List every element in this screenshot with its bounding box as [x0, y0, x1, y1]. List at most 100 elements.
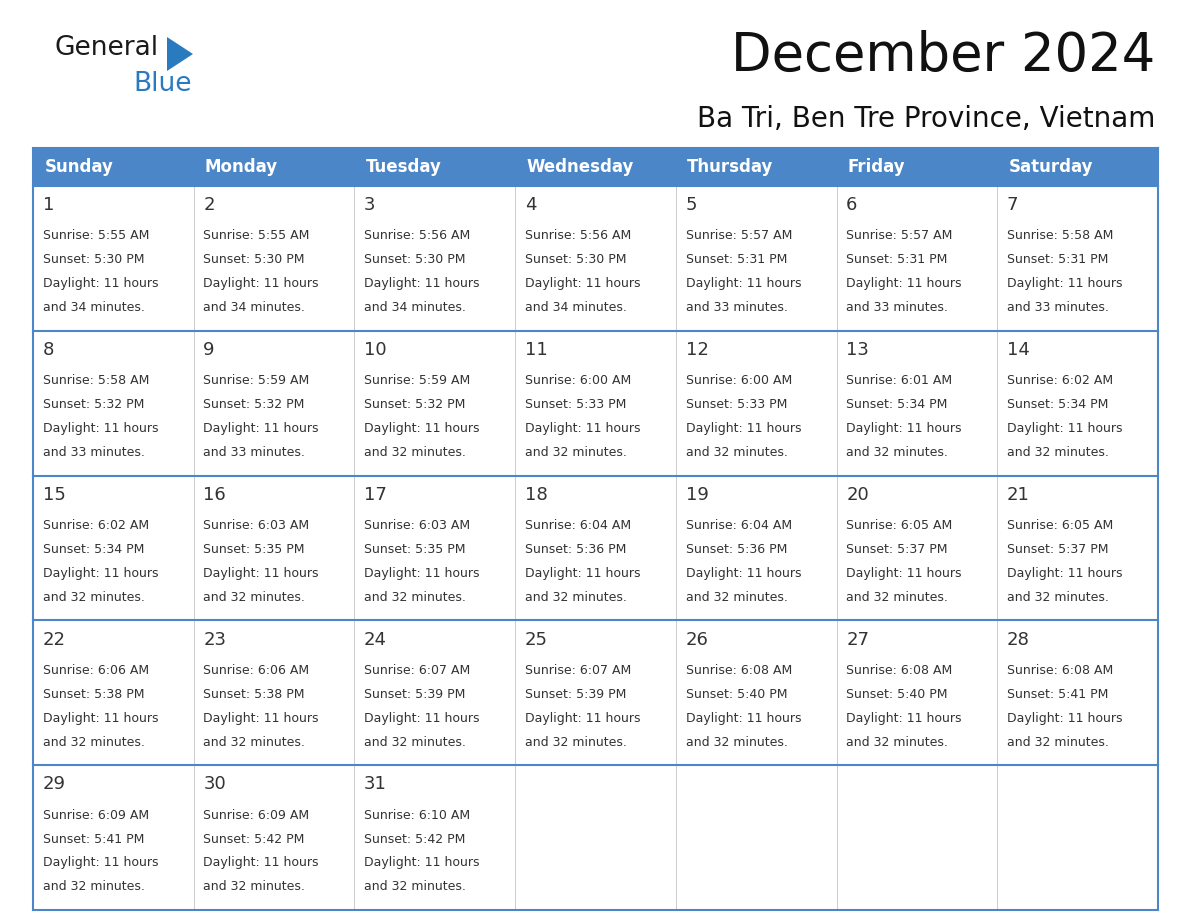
Text: 23: 23 — [203, 631, 227, 648]
Bar — [33, 148, 1158, 186]
Text: Sunset: 5:36 PM: Sunset: 5:36 PM — [685, 543, 786, 556]
Text: Thursday: Thursday — [687, 158, 773, 176]
Bar — [354, 621, 516, 766]
Text: 11: 11 — [525, 341, 548, 359]
Text: and 32 minutes.: and 32 minutes. — [1007, 735, 1108, 748]
Text: Sunset: 5:37 PM: Sunset: 5:37 PM — [1007, 543, 1108, 556]
Text: Sunrise: 6:03 AM: Sunrise: 6:03 AM — [203, 519, 310, 532]
Text: Sunrise: 6:00 AM: Sunrise: 6:00 AM — [525, 375, 631, 387]
Text: and 33 minutes.: and 33 minutes. — [43, 446, 145, 459]
Text: Sunset: 5:39 PM: Sunset: 5:39 PM — [364, 688, 466, 700]
Bar — [354, 766, 516, 910]
Text: Sunset: 5:32 PM: Sunset: 5:32 PM — [364, 398, 466, 411]
Text: Sunset: 5:30 PM: Sunset: 5:30 PM — [525, 253, 626, 266]
Bar — [33, 766, 194, 910]
Text: and 32 minutes.: and 32 minutes. — [203, 735, 305, 748]
Text: and 32 minutes.: and 32 minutes. — [525, 735, 626, 748]
Text: December 2024: December 2024 — [731, 30, 1155, 82]
Text: and 32 minutes.: and 32 minutes. — [685, 446, 788, 459]
Text: Daylight: 11 hours: Daylight: 11 hours — [43, 856, 158, 869]
Text: Sunset: 5:42 PM: Sunset: 5:42 PM — [203, 833, 305, 845]
Text: Sunset: 5:31 PM: Sunset: 5:31 PM — [685, 253, 786, 266]
Text: and 32 minutes.: and 32 minutes. — [846, 446, 948, 459]
Text: and 32 minutes.: and 32 minutes. — [364, 880, 466, 893]
Text: Sunrise: 5:56 AM: Sunrise: 5:56 AM — [525, 230, 631, 242]
Text: Sunrise: 6:08 AM: Sunrise: 6:08 AM — [685, 664, 791, 677]
Bar — [676, 186, 836, 330]
Text: Daylight: 11 hours: Daylight: 11 hours — [1007, 422, 1123, 435]
Text: 26: 26 — [685, 631, 708, 648]
Text: Daylight: 11 hours: Daylight: 11 hours — [1007, 566, 1123, 580]
Text: Tuesday: Tuesday — [366, 158, 442, 176]
Bar — [516, 621, 676, 766]
Text: and 32 minutes.: and 32 minutes. — [525, 446, 626, 459]
Text: Sunset: 5:32 PM: Sunset: 5:32 PM — [203, 398, 305, 411]
Bar — [836, 476, 997, 621]
Text: and 32 minutes.: and 32 minutes. — [203, 880, 305, 893]
Text: Monday: Monday — [206, 158, 278, 176]
Bar — [836, 330, 997, 476]
Text: Sunrise: 5:59 AM: Sunrise: 5:59 AM — [364, 375, 470, 387]
Bar — [836, 186, 997, 330]
Text: Daylight: 11 hours: Daylight: 11 hours — [364, 856, 480, 869]
Text: Sunrise: 6:09 AM: Sunrise: 6:09 AM — [43, 809, 148, 822]
Text: Sunrise: 6:05 AM: Sunrise: 6:05 AM — [1007, 519, 1113, 532]
Text: 2: 2 — [203, 196, 215, 214]
Bar — [516, 330, 676, 476]
Text: Sunrise: 5:55 AM: Sunrise: 5:55 AM — [43, 230, 148, 242]
Text: Sunset: 5:31 PM: Sunset: 5:31 PM — [846, 253, 948, 266]
Text: Sunset: 5:35 PM: Sunset: 5:35 PM — [203, 543, 305, 556]
Text: and 34 minutes.: and 34 minutes. — [203, 301, 305, 314]
Text: 8: 8 — [43, 341, 53, 359]
Text: Sunrise: 6:03 AM: Sunrise: 6:03 AM — [364, 519, 470, 532]
Text: Daylight: 11 hours: Daylight: 11 hours — [685, 711, 801, 724]
Text: 30: 30 — [203, 776, 226, 793]
Text: Sunrise: 6:07 AM: Sunrise: 6:07 AM — [364, 664, 470, 677]
Text: 6: 6 — [846, 196, 858, 214]
Text: Daylight: 11 hours: Daylight: 11 hours — [43, 566, 158, 580]
Bar — [676, 621, 836, 766]
Text: and 34 minutes.: and 34 minutes. — [525, 301, 626, 314]
Text: Sunrise: 5:58 AM: Sunrise: 5:58 AM — [1007, 230, 1113, 242]
Text: and 34 minutes.: and 34 minutes. — [43, 301, 145, 314]
Text: 9: 9 — [203, 341, 215, 359]
Text: Sunset: 5:33 PM: Sunset: 5:33 PM — [685, 398, 786, 411]
Bar — [194, 621, 354, 766]
Text: Sunset: 5:30 PM: Sunset: 5:30 PM — [364, 253, 466, 266]
Text: and 33 minutes.: and 33 minutes. — [1007, 301, 1108, 314]
Text: Daylight: 11 hours: Daylight: 11 hours — [1007, 711, 1123, 724]
Text: 15: 15 — [43, 486, 65, 504]
Text: Blue: Blue — [133, 71, 191, 97]
Bar — [836, 766, 997, 910]
Text: Friday: Friday — [848, 158, 905, 176]
Text: Sunrise: 5:57 AM: Sunrise: 5:57 AM — [685, 230, 792, 242]
Text: 19: 19 — [685, 486, 708, 504]
Bar — [676, 330, 836, 476]
Bar — [354, 330, 516, 476]
Text: 16: 16 — [203, 486, 226, 504]
Text: Daylight: 11 hours: Daylight: 11 hours — [525, 422, 640, 435]
Text: Daylight: 11 hours: Daylight: 11 hours — [1007, 277, 1123, 290]
Text: Daylight: 11 hours: Daylight: 11 hours — [203, 277, 318, 290]
Text: Sunrise: 6:10 AM: Sunrise: 6:10 AM — [364, 809, 470, 822]
Text: Sunrise: 5:56 AM: Sunrise: 5:56 AM — [364, 230, 470, 242]
Bar — [354, 186, 516, 330]
Text: and 32 minutes.: and 32 minutes. — [846, 735, 948, 748]
Text: and 32 minutes.: and 32 minutes. — [685, 735, 788, 748]
Text: Daylight: 11 hours: Daylight: 11 hours — [203, 856, 318, 869]
Text: Sunset: 5:33 PM: Sunset: 5:33 PM — [525, 398, 626, 411]
Text: 20: 20 — [846, 486, 868, 504]
Bar — [676, 476, 836, 621]
Text: Daylight: 11 hours: Daylight: 11 hours — [203, 566, 318, 580]
Bar — [676, 766, 836, 910]
Text: Daylight: 11 hours: Daylight: 11 hours — [846, 711, 962, 724]
Bar — [194, 186, 354, 330]
Text: 5: 5 — [685, 196, 697, 214]
Text: and 32 minutes.: and 32 minutes. — [525, 590, 626, 604]
Text: Sunset: 5:32 PM: Sunset: 5:32 PM — [43, 398, 144, 411]
Text: Sunset: 5:30 PM: Sunset: 5:30 PM — [203, 253, 305, 266]
Bar — [516, 766, 676, 910]
Bar — [33, 621, 194, 766]
Text: Sunrise: 5:58 AM: Sunrise: 5:58 AM — [43, 375, 148, 387]
Text: 7: 7 — [1007, 196, 1018, 214]
